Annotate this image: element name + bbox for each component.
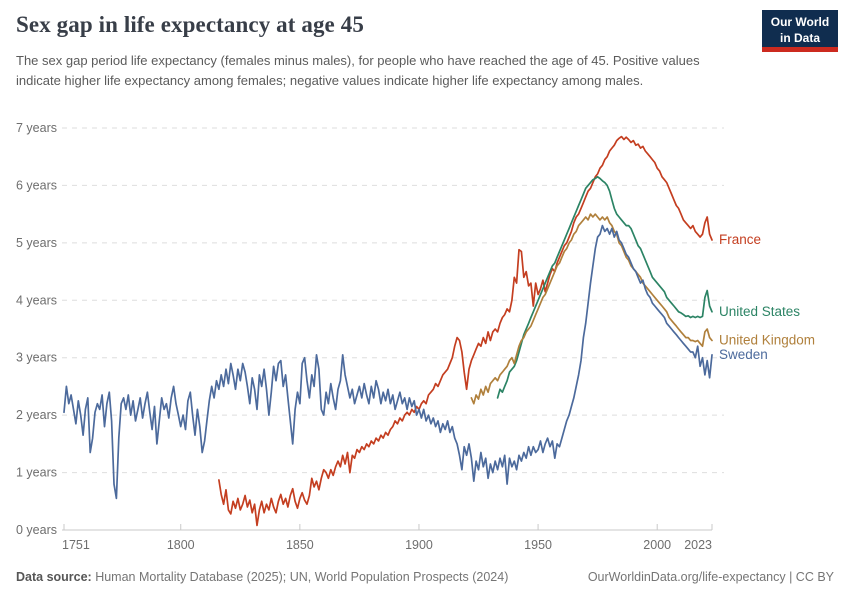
line-sweden[interactable] [63, 224, 713, 500]
series-label-united-states[interactable]: United States [719, 304, 800, 319]
x-axis-tick-label: 2000 [643, 538, 671, 552]
y-axis-tick-label: 6 years [16, 178, 57, 192]
data-source-label: Data source: [16, 570, 92, 584]
line-united-states[interactable] [496, 175, 713, 399]
data-source-text: Human Mortality Database (2025); UN, Wor… [91, 570, 509, 584]
x-axis-tick-label: 1950 [524, 538, 552, 552]
page-title: Sex gap in life expectancy at age 45 [16, 12, 364, 37]
x-axis-tick-label: 1751 [62, 538, 90, 552]
owid-url-license[interactable]: OurWorldinData.org/life-expectancy | CC … [587, 570, 834, 584]
y-axis-tick-label: 3 years [16, 351, 57, 365]
y-axis-tick-label: 7 years [16, 121, 57, 135]
x-axis-tick-label: 1800 [167, 538, 195, 552]
line-france[interactable] [218, 135, 713, 527]
owid-logo-line1: Our World [770, 15, 830, 29]
series-label-united-kingdom[interactable]: United Kingdom [719, 332, 815, 347]
y-axis-tick-label: 5 years [16, 236, 57, 250]
y-axis-tick-label: 2 years [16, 408, 57, 422]
x-axis-tick-label: 1900 [405, 538, 433, 552]
line-united-kingdom[interactable] [470, 213, 713, 405]
data-source-note: Data source: Human Mortality Database (2… [16, 570, 508, 584]
y-axis-tick-label: 1 years [16, 466, 57, 480]
y-axis-tick-label: 0 years [16, 523, 57, 537]
series-label-france[interactable]: France [719, 232, 761, 247]
x-axis-tick-label: 1850 [286, 538, 314, 552]
y-axis-tick-label: 4 years [16, 293, 57, 307]
series-label-sweden[interactable]: Sweden [719, 347, 768, 362]
x-axis-tick-label: 2023 [684, 538, 712, 552]
owid-logo[interactable]: Our World in Data [762, 10, 838, 52]
owid-logo-line2: in Data [779, 30, 820, 45]
line-chart[interactable]: 0 years 1 years 2 years 3 years 4 years 5 yea… [0, 114, 850, 570]
chart-subtitle: The sex gap period life expectancy (fema… [16, 53, 700, 88]
